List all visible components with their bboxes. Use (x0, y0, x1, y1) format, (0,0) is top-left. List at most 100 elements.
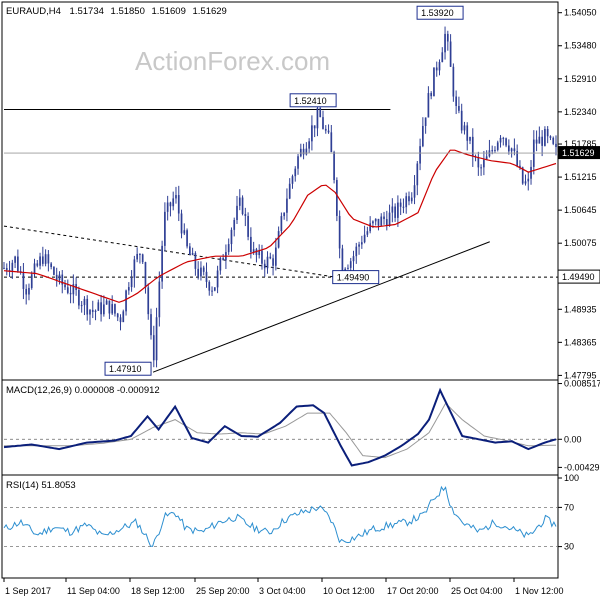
candle-body (333, 152, 335, 181)
candle-body (513, 148, 516, 152)
candle-body (39, 256, 41, 266)
candle-body (433, 67, 435, 97)
candle-body (372, 221, 374, 224)
candle-body (216, 270, 219, 288)
candle-body (58, 274, 61, 280)
candle-body (3, 267, 5, 269)
candle-body (408, 196, 410, 202)
candle-body (50, 263, 53, 267)
candle-body (327, 130, 330, 133)
candle-body (227, 244, 230, 253)
candle-body (166, 202, 169, 212)
price-y-tick-label: 1.48365 (564, 337, 597, 347)
candle-body (521, 167, 524, 184)
candle-body (427, 93, 430, 118)
candle-body (446, 33, 449, 42)
candle-body (108, 300, 111, 314)
rsi-y-tick-label: 70 (564, 502, 574, 512)
candle-body (158, 281, 161, 318)
rsi-y-tick-label: 30 (564, 542, 574, 552)
candle-body (202, 267, 205, 272)
candle-body (213, 287, 216, 291)
candle-body (250, 236, 252, 253)
candle-body (291, 176, 294, 184)
candle-body (374, 218, 377, 222)
candle-body (477, 157, 480, 168)
candle-body (286, 198, 288, 213)
candle-body (125, 290, 127, 312)
candle-body (494, 149, 496, 151)
candle-body (197, 268, 200, 277)
candle-body (516, 151, 519, 166)
candle-body (72, 284, 75, 295)
candle-body (519, 165, 521, 168)
candle-body (194, 253, 197, 269)
candle-body (211, 290, 213, 292)
candle-body (191, 253, 194, 255)
candle-body (238, 197, 241, 206)
candle-body (538, 136, 541, 144)
candle-body (55, 274, 58, 280)
candle-body (313, 125, 316, 129)
candle-body (69, 292, 72, 295)
candle-body (524, 181, 527, 184)
macd-y-tick-label: 0.008517 (564, 379, 600, 389)
candle-body (544, 128, 546, 146)
price-y-tick-label: 1.51785 (564, 139, 597, 149)
candle-body (452, 66, 455, 97)
candle-body (47, 254, 50, 264)
rsi-title: RSI(14) 51.8053 (6, 480, 76, 491)
candle-body (444, 33, 446, 53)
candle-body (349, 261, 352, 268)
candle-body (463, 125, 466, 131)
price-y-tick-label: 1.50075 (564, 238, 597, 248)
candle-body (258, 250, 261, 256)
candle-body (410, 197, 413, 202)
ohlc-high: 1.51850 (111, 6, 145, 17)
candle-body (136, 253, 138, 260)
candle-body (97, 302, 100, 311)
candle-body (64, 284, 66, 288)
time-tick-label: 10 Oct 12:00 (323, 586, 375, 596)
candle-body (319, 108, 322, 118)
candle-body (507, 145, 510, 152)
level-price-box (557, 269, 600, 284)
time-tick-label: 25 Sep 20:00 (196, 586, 250, 596)
candle-body (499, 137, 502, 143)
candle-body (89, 309, 91, 315)
candle-body (261, 250, 263, 264)
candle-body (466, 125, 469, 141)
candle-body (177, 195, 180, 214)
candle-body (22, 272, 25, 289)
candle-body (164, 211, 166, 246)
candle-body (502, 137, 505, 139)
candle-body (233, 220, 236, 230)
candle-body (280, 216, 283, 232)
time-tick-label: 1 Sep 2017 (5, 586, 51, 596)
candle-body (394, 206, 396, 218)
candle-body (277, 231, 280, 248)
candle-body (366, 231, 369, 235)
macd-panel: 0.008517 0.00 -0.004296 (3, 379, 600, 472)
candle-body (471, 136, 474, 157)
candle-body (188, 246, 191, 255)
rsi-panel-frame (1, 474, 559, 579)
candle-body (341, 248, 344, 272)
price-annotation-label: 1.52410 (294, 96, 327, 106)
candle-body (402, 206, 405, 208)
candle-body (252, 249, 255, 253)
price-title: EURAUD,H4 1.51734 1.51850 1.51609 1.5162… (6, 6, 227, 17)
candle-body (139, 253, 141, 255)
candle-body (435, 67, 438, 71)
candle-body (208, 281, 211, 291)
time-tick-label: 25 Oct 04:00 (451, 586, 503, 596)
candle-body (28, 287, 30, 295)
candle-body (91, 309, 94, 312)
candle-body (491, 150, 494, 152)
candle-body (336, 180, 338, 216)
candle-body (505, 138, 507, 146)
candle-body (391, 206, 394, 213)
current-price-box (558, 146, 600, 160)
price-y-tick-label: 1.50645 (564, 205, 597, 215)
candle-body (385, 219, 388, 226)
